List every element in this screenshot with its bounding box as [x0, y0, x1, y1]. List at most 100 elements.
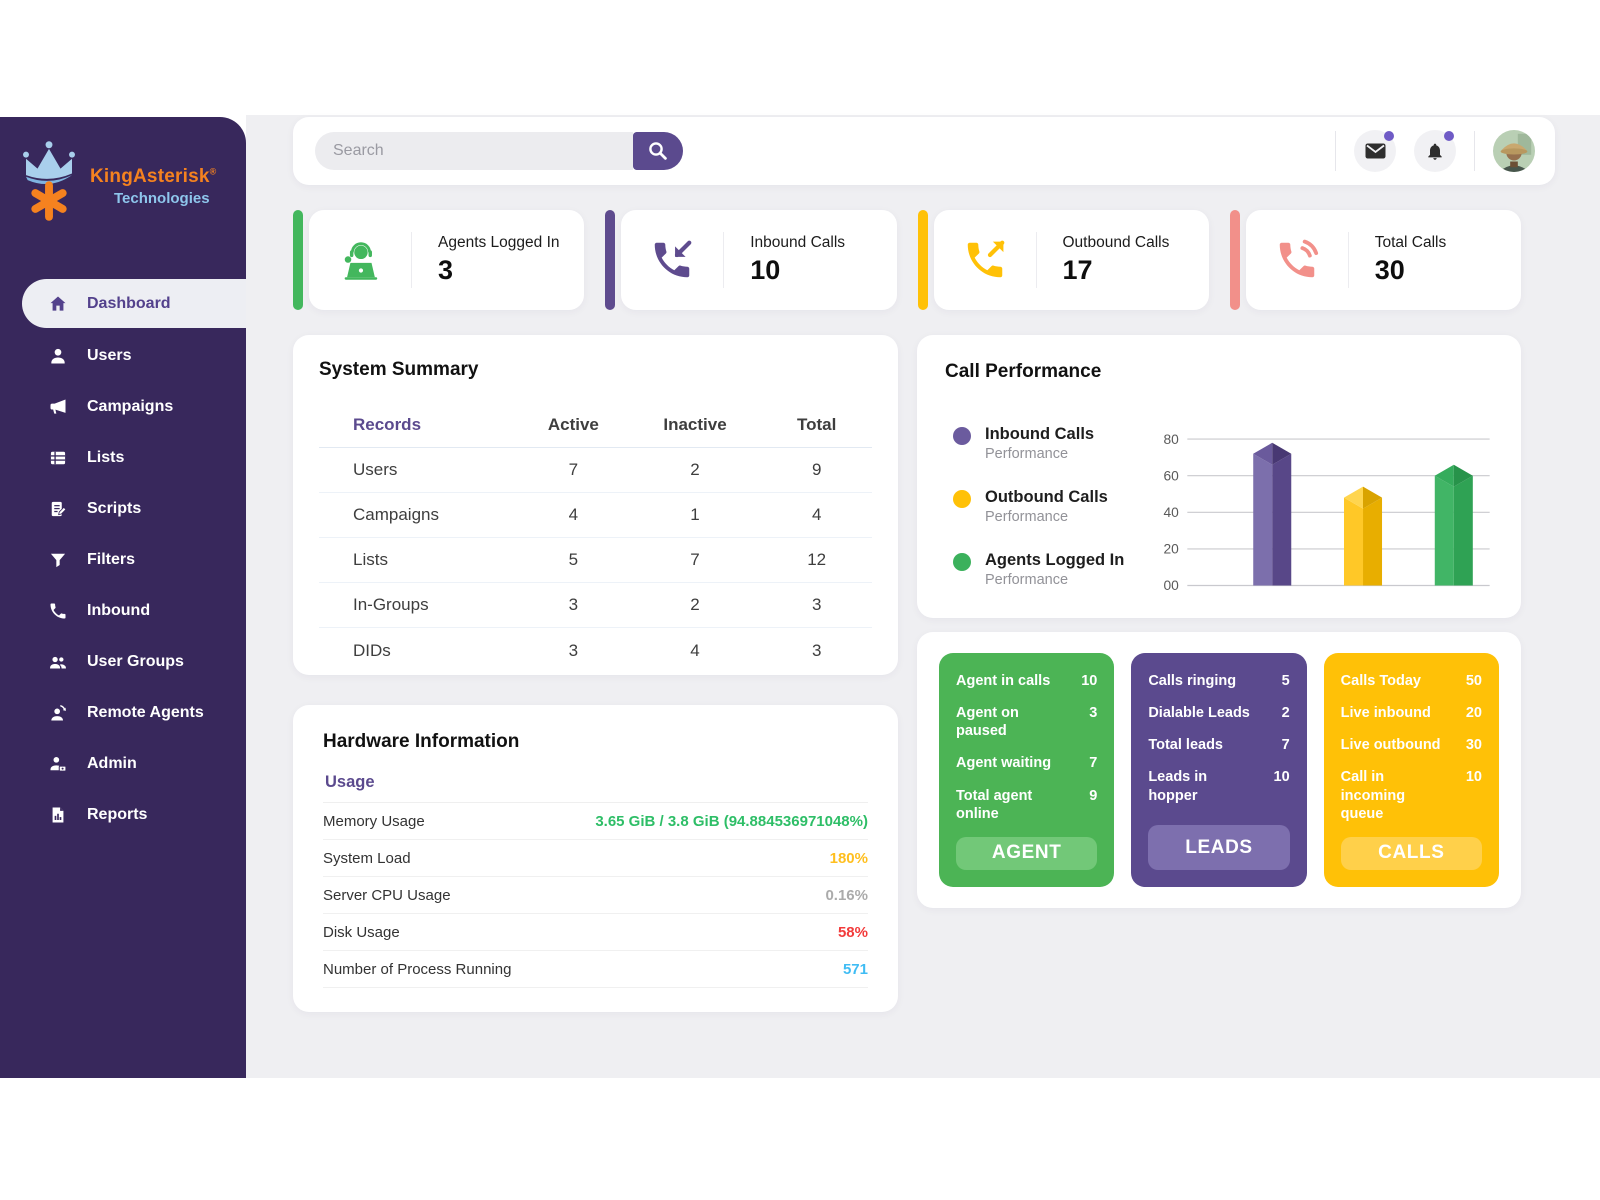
outbound-call-icon	[934, 237, 1036, 283]
agent-button[interactable]: AGENT	[956, 836, 1098, 870]
leads-status-card: Calls ringing 5 Dialable Leads 2 Total lea…	[1131, 653, 1307, 887]
legend-item-inbound: Inbound Calls Performance	[953, 425, 1155, 462]
sidebar-item-scripts[interactable]: Scripts	[0, 483, 246, 534]
legend-dot	[953, 490, 971, 508]
calls-button[interactable]: CALLS	[1340, 836, 1482, 870]
process-count-value: 571	[842, 960, 868, 978]
column-header: Inactive	[663, 415, 727, 434]
svg-text:80: 80	[1163, 432, 1179, 447]
sidebar-item-campaigns[interactable]: Campaigns	[0, 381, 246, 432]
stat-value: 10	[750, 255, 781, 285]
system-load-value: 180%	[829, 849, 868, 867]
stat-card-inbound-calls: Inbound Calls 10	[605, 210, 897, 310]
filter-icon	[48, 550, 68, 570]
user-avatar[interactable]	[1493, 130, 1535, 172]
asterisk-icon	[30, 181, 68, 226]
hardware-information-card: Hardware Information Usage Memory Usage 3…	[293, 705, 898, 1012]
column-header: Records	[353, 415, 422, 434]
table-row: DIDs 3 4 3	[353, 640, 822, 660]
stat-cards-row: Agents Logged In 3 Inbound Calls	[293, 210, 1521, 310]
notifications-button[interactable]	[1414, 130, 1456, 172]
sidebar-item-lists[interactable]: Lists	[0, 432, 246, 483]
table-row: Users 7 2 9	[319, 448, 872, 493]
main-content-area: Agents Logged In 3 Inbound Calls	[246, 115, 1600, 1078]
megaphone-icon	[48, 397, 68, 417]
hardware-row: Server CPU Usage 0.16%	[323, 877, 868, 914]
brand-logo: KingAsterisk® Technologies	[0, 117, 246, 233]
stat-label: Inbound Calls	[750, 234, 846, 251]
sidebar-nav: Dashboard Users Campaigns Lists Scripts …	[0, 279, 246, 840]
table-row: Campaigns 4 1 4	[319, 493, 872, 538]
search-icon	[647, 140, 669, 162]
accent-bar	[917, 210, 928, 310]
stat-value: 3	[438, 255, 454, 285]
stat-label: Agents Logged In	[438, 234, 560, 251]
usage-section-header: Usage	[323, 773, 868, 803]
stat-label: Total Calls	[1374, 234, 1447, 251]
hardware-row: Memory Usage 3.65 GiB / 3.8 GiB (94.88453…	[323, 803, 868, 840]
topbar	[293, 117, 1555, 185]
stat-card-agents-logged-in: Agents Logged In 3	[293, 210, 585, 310]
svg-text:00: 00	[1163, 578, 1179, 593]
sidebar-item-admin[interactable]: Admin	[0, 738, 246, 789]
sidebar-item-reports[interactable]: Reports	[0, 789, 246, 840]
agent-headset-icon	[309, 237, 411, 283]
search-input[interactable]	[315, 132, 633, 170]
divider	[1474, 131, 1475, 171]
svg-text:60: 60	[1163, 468, 1179, 483]
sidebar: KingAsterisk® Technologies Dashboard Use…	[0, 117, 246, 1078]
notification-badge	[1444, 131, 1454, 141]
total-calls-icon	[1246, 237, 1348, 283]
calls-status-card: Calls Today 50 Live inbound 20 Live outbou…	[1323, 653, 1499, 887]
legend-dot	[953, 553, 971, 571]
stat-card-total-calls: Total Calls 30	[1229, 210, 1521, 310]
status-cards-panel: Agent in calls 10 Agent on paused 3 Agent …	[917, 632, 1521, 908]
memory-usage-value: 3.65 GiB / 3.8 GiB (94.884536971048%)	[595, 812, 868, 830]
search-bar	[315, 132, 683, 170]
search-button[interactable]	[633, 132, 683, 170]
stat-value: 17	[1062, 255, 1093, 285]
hardware-row: Disk Usage 58%	[323, 914, 868, 951]
agent-status-card: Agent in calls 10 Agent on paused 3 Agent …	[939, 653, 1115, 887]
svg-text:40: 40	[1163, 505, 1179, 520]
table-row: In-Groups 3 2 3	[319, 583, 872, 628]
mail-button[interactable]	[1354, 130, 1396, 172]
admin-icon	[48, 754, 68, 774]
mail-badge	[1384, 131, 1394, 141]
hardware-title: Hardware Information	[323, 731, 520, 752]
column-header: Active	[547, 415, 599, 434]
remote-agent-icon	[48, 703, 68, 723]
leads-button[interactable]: LEADS	[1148, 825, 1290, 870]
sidebar-item-users[interactable]: Users	[0, 330, 246, 381]
sidebar-item-filters[interactable]: Filters	[0, 534, 246, 585]
inbound-call-icon	[621, 237, 723, 283]
sidebar-item-dashboard[interactable]: Dashboard	[22, 279, 246, 328]
system-summary-table: Records Active Inactive Total Users 7 2 9 C…	[319, 403, 872, 673]
legend-item-outbound: Outbound Calls Performance	[953, 488, 1155, 525]
user-group-icon	[48, 652, 68, 672]
system-summary-title: System Summary	[319, 359, 479, 380]
phone-icon	[48, 601, 68, 621]
divider	[1347, 232, 1349, 288]
list-icon	[48, 448, 68, 468]
hardware-row: System Load 180%	[323, 840, 868, 877]
accent-bar	[1229, 210, 1240, 310]
registered-mark: ®	[209, 166, 217, 177]
mail-icon	[1365, 143, 1386, 159]
sidebar-item-inbound[interactable]: Inbound	[0, 585, 246, 636]
stat-card-outbound-calls: Outbound Calls 17	[917, 210, 1209, 310]
system-summary-card: System Summary Records Active Inactive T…	[293, 335, 898, 675]
bar-chart: 00 20 40 60 80	[1163, 432, 1490, 593]
column-header: Total	[797, 415, 837, 434]
divider	[1335, 131, 1336, 171]
accent-bar	[293, 210, 303, 310]
call-performance-title: Call Performance	[945, 361, 1102, 382]
script-icon	[48, 499, 68, 519]
call-performance-card: Call Performance Inbound Calls Performanc…	[917, 335, 1521, 618]
divider	[411, 232, 412, 288]
sidebar-item-remote-agents[interactable]: Remote Agents	[0, 687, 246, 738]
brand-tagline: Technologies	[114, 189, 210, 207]
cpu-usage-value: 0.16%	[825, 886, 868, 904]
sidebar-item-user-groups[interactable]: User Groups	[0, 636, 246, 687]
chart-legend: Inbound Calls Performance Outbound Calls P…	[945, 425, 1155, 625]
